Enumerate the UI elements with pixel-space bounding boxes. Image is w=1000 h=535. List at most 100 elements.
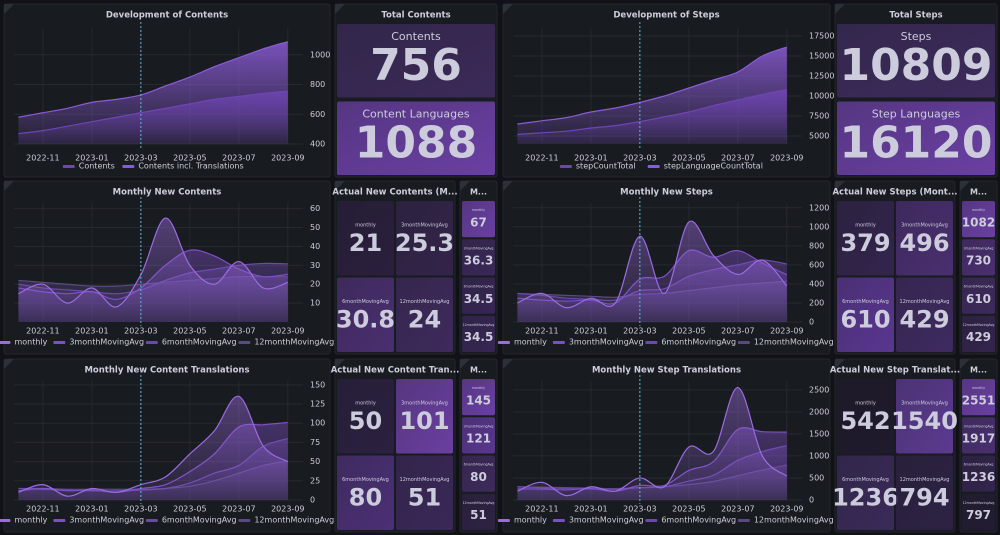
info-corner bbox=[460, 181, 470, 191]
legend-label: 6monthMovingAvg bbox=[661, 338, 736, 347]
x-tick-label: 2023-03 bbox=[124, 327, 157, 336]
x-tick-label: 2023-03 bbox=[124, 154, 157, 163]
stat-value: 101 bbox=[399, 407, 449, 435]
x-tick-label: 2023-09 bbox=[271, 154, 304, 163]
x-tick-label: 2023-07 bbox=[222, 327, 255, 336]
y-tick-label: 40 bbox=[310, 242, 320, 251]
stat-label: monthly bbox=[855, 222, 876, 228]
stat-value: 121 bbox=[466, 432, 491, 446]
legend-label: monthly bbox=[514, 516, 547, 525]
y-tick-label: 400 bbox=[310, 140, 325, 149]
info-corner bbox=[503, 181, 513, 191]
stat-tile bbox=[337, 455, 394, 530]
series-area bbox=[18, 218, 288, 322]
stat-tile bbox=[462, 493, 495, 530]
stat-label: 6monthMovingAvg bbox=[342, 477, 389, 483]
stat-label: 6monthMovingAvg bbox=[464, 463, 494, 467]
stat-label: 6monthMovingAvg bbox=[342, 299, 389, 305]
x-tick-label: 2023-09 bbox=[271, 327, 304, 336]
legend-label: 12monthMovingAvg bbox=[254, 338, 334, 347]
stat-value: 730 bbox=[966, 254, 991, 268]
stat-value: 797 bbox=[966, 508, 991, 522]
legend-label: monthly bbox=[14, 338, 47, 347]
legend-swatch bbox=[645, 519, 658, 522]
panel-title: Monthly New Content Translations bbox=[84, 366, 249, 376]
x-tick-label: 2023-09 bbox=[271, 505, 304, 514]
legend-label: 6monthMovingAvg bbox=[661, 516, 736, 525]
y-tick-label: 400 bbox=[809, 279, 824, 288]
legend-label: 3monthMovingAvg bbox=[569, 338, 644, 347]
stat-value: 30.8 bbox=[336, 306, 395, 334]
y-tick-label: 200 bbox=[809, 298, 824, 307]
y-tick-label: 500 bbox=[809, 473, 824, 482]
stat-tile bbox=[837, 201, 894, 276]
panel-title: Actual New Steps (Mont... bbox=[832, 188, 957, 198]
legend-label: 12monthMovingAvg bbox=[754, 516, 834, 525]
info-corner bbox=[835, 181, 845, 191]
stat-tile bbox=[896, 201, 953, 276]
panel-title: M... bbox=[470, 188, 487, 197]
stat-tile bbox=[462, 277, 495, 314]
stat-tile bbox=[962, 455, 995, 492]
stat-tile bbox=[896, 379, 953, 454]
stat-label: 3monthMovingAvg bbox=[464, 424, 494, 428]
panel-title: Development of Contents bbox=[106, 11, 228, 21]
stat-label: 6monthMovingAvg bbox=[842, 477, 889, 483]
x-tick-label: 2023-07 bbox=[222, 505, 255, 514]
series-line bbox=[18, 217, 289, 308]
stat-label: 3monthMovingAvg bbox=[964, 246, 994, 250]
y-tick-label: 1500 bbox=[809, 429, 829, 438]
info-corner bbox=[835, 4, 845, 14]
series-line bbox=[517, 386, 788, 497]
stat-value: 10809 bbox=[839, 40, 992, 91]
stat-tile bbox=[837, 101, 995, 175]
stat-label: 6monthMovingAvg bbox=[842, 299, 889, 305]
stat-label: 3monthMovingAvg bbox=[401, 222, 448, 228]
stat-label: monthly bbox=[355, 222, 376, 228]
stat-label: 6monthMovingAvg bbox=[464, 285, 494, 289]
panel-title: Total Steps bbox=[889, 11, 942, 21]
x-tick-label: 2022-11 bbox=[525, 154, 558, 163]
info-corner bbox=[503, 359, 513, 369]
stat-value: 1540 bbox=[891, 407, 958, 435]
y-tick-label: 600 bbox=[809, 260, 824, 269]
stat-label: 12monthMovingAvg bbox=[463, 323, 495, 327]
stat-tile bbox=[962, 239, 995, 276]
stat-value: 51 bbox=[408, 484, 441, 512]
stat-tile bbox=[896, 455, 953, 530]
panel-title: Actual New Content Tran... bbox=[331, 366, 460, 376]
legend-label: stepCountTotal bbox=[576, 162, 636, 171]
x-tick-label: 2023-05 bbox=[173, 154, 206, 163]
series-area bbox=[517, 221, 787, 322]
legend-label: Contents incl. Translations bbox=[138, 162, 243, 171]
stat-value: 80 bbox=[470, 470, 487, 484]
y-tick-label: 10 bbox=[310, 299, 320, 308]
stat-value: 24 bbox=[408, 306, 441, 334]
panel-title: Monthly New Step Translations bbox=[592, 366, 741, 376]
legend-label: 3monthMovingAvg bbox=[569, 516, 644, 525]
x-tick-label: 2023-01 bbox=[574, 154, 607, 163]
legend-swatch bbox=[497, 519, 510, 522]
stat-value: 610 bbox=[840, 306, 890, 334]
stat-label: 3monthMovingAvg bbox=[901, 222, 948, 228]
stat-tile bbox=[962, 493, 995, 530]
legend-swatch bbox=[53, 341, 66, 344]
legend-swatch bbox=[62, 165, 75, 168]
x-tick-label: 2023-07 bbox=[721, 154, 754, 163]
stat-value: 610 bbox=[966, 292, 991, 306]
legend-swatch bbox=[737, 341, 750, 344]
stat-value: 1082 bbox=[962, 215, 995, 229]
y-tick-label: 20 bbox=[310, 280, 320, 289]
panel-title: Monthly New Contents bbox=[113, 188, 222, 198]
stat-tile bbox=[396, 277, 453, 352]
legend-label: stepLanguageCountTotal bbox=[664, 162, 763, 171]
stat-tile bbox=[837, 455, 894, 530]
x-tick-label: 2023-05 bbox=[672, 154, 705, 163]
stat-value: 756 bbox=[370, 40, 462, 91]
x-tick-label: 2023-01 bbox=[75, 327, 108, 336]
stat-label: monthly bbox=[472, 386, 485, 390]
series-line bbox=[18, 395, 289, 497]
stat-tile bbox=[462, 379, 495, 416]
x-tick-label: 2023-05 bbox=[672, 327, 705, 336]
y-tick-label: 12500 bbox=[809, 72, 834, 81]
